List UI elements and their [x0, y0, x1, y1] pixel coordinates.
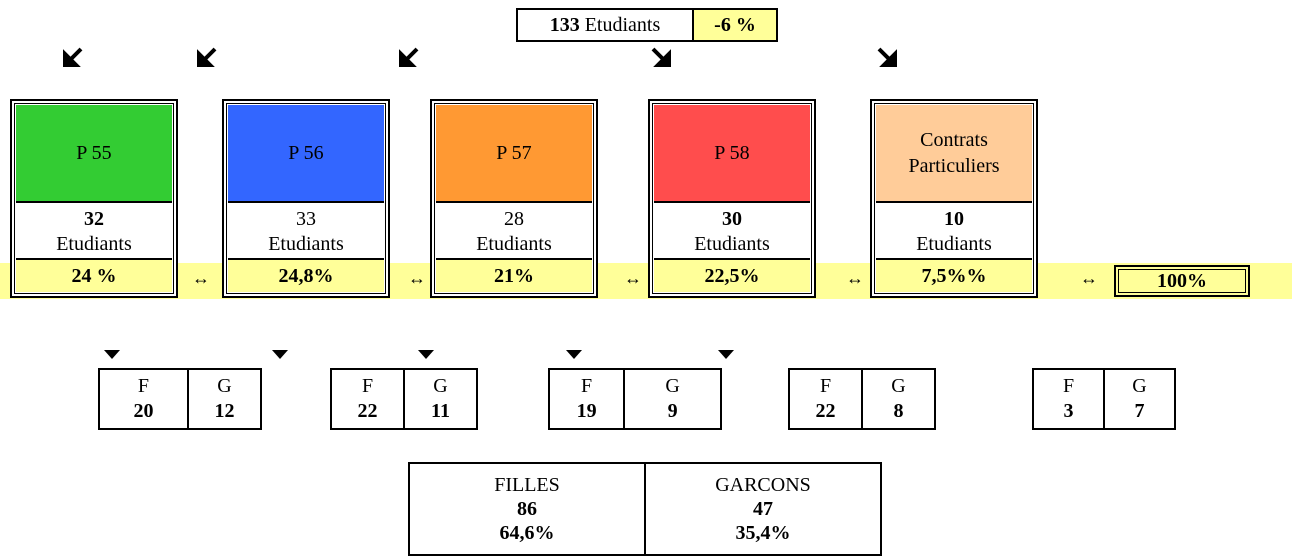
group-name: P 56 [228, 105, 384, 203]
triangle-down-icon [104, 350, 120, 359]
group-name: P 57 [436, 105, 592, 203]
g-count: 11 [431, 400, 450, 422]
group-count-cell: 33 Etudiants [228, 201, 384, 263]
f-count: 22 [357, 400, 378, 422]
total-box: 133 Etudiants -6 % [516, 8, 778, 42]
f-label: F [1062, 375, 1075, 397]
f-count: 20 [133, 400, 154, 422]
boys-cell: G 9 [623, 370, 720, 428]
arrow-down-left-icon [62, 46, 84, 72]
double-arrow-icon: ↔ [1080, 268, 1098, 288]
f-count: 19 [576, 400, 597, 422]
girls-count: 86 [517, 498, 537, 520]
g-label: G [217, 375, 232, 397]
girls-cell: F 19 [550, 370, 623, 428]
grand-total-percent: 100% [1114, 265, 1250, 297]
girls-cell: F 22 [790, 370, 861, 428]
group-name-line1: Contrats [920, 129, 988, 151]
split-p57: F 19 G 9 [548, 368, 722, 430]
group-percent: 7,5%% [876, 258, 1032, 292]
g-label: G [891, 375, 906, 397]
split-p58: F 22 G 8 [788, 368, 936, 430]
double-arrow-icon: ↔ [846, 268, 864, 288]
group-card-p57: P 57 28 Etudiants 21% [430, 99, 598, 298]
group-count-cell: 32 Etudiants [16, 201, 172, 263]
group-count-cell: 30 Etudiants [654, 201, 810, 263]
g-label: G [665, 375, 680, 397]
girls-label: FILLES [494, 474, 560, 496]
group-count: 28 [504, 208, 524, 230]
boys-count: 47 [753, 498, 773, 520]
boys-cell: G 7 [1103, 370, 1174, 428]
girls-summary: FILLES 86 64,6% [410, 464, 644, 554]
f-count: 3 [1063, 400, 1074, 422]
arrow-down-left-icon [398, 46, 420, 72]
g-count: 12 [214, 400, 235, 422]
boys-label: GARCONS [715, 474, 811, 496]
group-count-label: Etudiants [476, 233, 552, 255]
boys-percent: 35,4% [735, 522, 791, 544]
f-label: F [819, 375, 832, 397]
group-name: P 55 [16, 105, 172, 203]
group-name: Contrats Particuliers [876, 105, 1032, 203]
group-count-label: Etudiants [56, 233, 132, 255]
group-count: 33 [296, 208, 316, 230]
triangle-down-icon [418, 350, 434, 359]
double-arrow-icon: ↔ [408, 268, 426, 288]
triangle-down-icon [718, 350, 734, 359]
group-count: 10 [944, 208, 964, 230]
g-count: 8 [893, 400, 904, 422]
boys-cell: G 8 [861, 370, 934, 428]
group-count-cell: 28 Etudiants [436, 201, 592, 263]
double-arrow-icon: ↔ [624, 268, 642, 288]
group-name: P 58 [654, 105, 810, 203]
percent-band [0, 263, 1292, 299]
group-card-p56: P 56 33 Etudiants 24,8% [222, 99, 390, 298]
boys-summary: GARCONS 47 35,4% [644, 464, 880, 554]
group-count: 32 [84, 208, 104, 230]
girls-cell: F 22 [332, 370, 403, 428]
arrow-down-left-icon [196, 46, 218, 72]
split-p56: F 22 G 11 [330, 368, 478, 430]
group-count-label: Etudiants [916, 233, 992, 255]
group-percent: 24 % [16, 258, 172, 292]
gender-summary: FILLES 86 64,6% GARCONS 47 35,4% [408, 462, 882, 556]
group-card-contrats: Contrats Particuliers 10 Etudiants 7,5%% [870, 99, 1038, 298]
double-arrow-icon: ↔ [192, 268, 210, 288]
g-label: G [433, 375, 448, 397]
total-label: Etudiants [584, 13, 661, 36]
g-count: 9 [667, 400, 678, 422]
total-count: 133 [549, 13, 580, 36]
group-count-label: Etudiants [694, 233, 770, 255]
boys-cell: G 12 [186, 370, 260, 428]
group-percent: 22,5% [654, 258, 810, 292]
group-card-p58: P 58 30 Etudiants 22,5% [648, 99, 816, 298]
group-name-line2: Particuliers [908, 155, 1000, 177]
group-card-p55: P 55 32 Etudiants 24 % [10, 99, 178, 298]
f-label: F [361, 375, 374, 397]
girls-cell: F 3 [1034, 370, 1103, 428]
g-count: 7 [1134, 400, 1145, 422]
total-change: -6 % [692, 10, 776, 40]
g-label: G [1132, 375, 1147, 397]
split-contrats: F 3 G 7 [1032, 368, 1176, 430]
group-percent: 24,8% [228, 258, 384, 292]
arrow-down-right-icon [876, 46, 898, 72]
group-count-label: Etudiants [268, 233, 344, 255]
triangle-down-icon [272, 350, 288, 359]
group-count-cell: 10 Etudiants [876, 201, 1032, 263]
girls-percent: 64,6% [499, 522, 555, 544]
f-label: F [137, 375, 150, 397]
group-percent: 21% [436, 258, 592, 292]
triangle-down-icon [566, 350, 582, 359]
girls-cell: F 20 [100, 370, 187, 428]
arrow-down-right-icon [650, 46, 672, 72]
total-count-cell: 133 Etudiants [518, 10, 692, 40]
f-count: 22 [815, 400, 836, 422]
f-label: F [581, 375, 593, 397]
split-p55: F 20 G 12 [98, 368, 262, 430]
group-count: 30 [722, 208, 742, 230]
boys-cell: G 11 [403, 370, 476, 428]
